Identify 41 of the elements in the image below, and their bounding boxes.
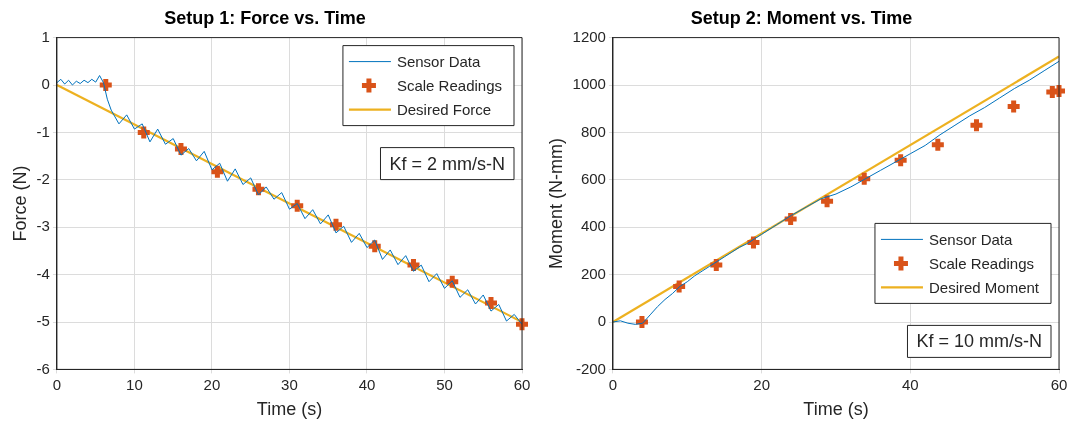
- y-tick-label: 200: [580, 264, 606, 282]
- x-tick-label: 40: [901, 375, 919, 393]
- x-tick-label: 10: [126, 375, 143, 393]
- y-tick-label: -2: [36, 169, 50, 187]
- y-tick-label: 1200: [572, 27, 606, 45]
- y-tick-label: 1: [41, 27, 50, 45]
- x-axis-title: Time (s): [803, 399, 869, 420]
- y-tick-label: -1: [36, 122, 50, 140]
- y-tick-label: 600: [580, 169, 606, 187]
- y-tick-label: 0: [41, 75, 50, 93]
- y-tick-label: -3: [36, 217, 50, 235]
- y-tick-label: -4: [36, 264, 50, 282]
- y-tick-label: 0: [597, 312, 606, 330]
- legend-label: Scale Readings: [396, 76, 503, 94]
- x-tick-label: 0: [608, 375, 618, 393]
- x-tick-label: 0: [52, 375, 62, 393]
- x-tick-label: 30: [281, 375, 298, 393]
- y-axis-title: Force (N): [9, 165, 30, 242]
- chart-title: Setup 2: Moment vs. Time: [690, 7, 913, 28]
- legend-label: Scale Readings: [928, 254, 1035, 272]
- legend-label: Desired Force: [396, 100, 492, 118]
- chart-title: Setup 1: Force vs. Time: [164, 7, 366, 28]
- y-tick-label: -6: [36, 359, 50, 377]
- y-tick-label: -5: [36, 312, 50, 330]
- annotation: Kf = 10 mm/s-N: [916, 331, 1043, 352]
- y-axis-title: Moment (N-mm): [545, 138, 566, 269]
- x-tick-label: 40: [358, 375, 376, 393]
- x-axis-title: Time (s): [256, 399, 323, 420]
- y-tick-label: -200: [575, 359, 606, 377]
- y-tick-label: 400: [580, 217, 606, 235]
- annotation: Kf = 2 mm/s-N: [389, 153, 505, 174]
- legend-label: Desired Moment: [928, 278, 1040, 296]
- legend-label: Sensor Data: [396, 52, 481, 70]
- x-tick-label: 60: [513, 375, 531, 393]
- x-tick-label: 20: [203, 375, 221, 393]
- x-tick-label: 60: [1050, 375, 1068, 393]
- legend-label: Sensor Data: [928, 230, 1013, 248]
- y-tick-label: 1000: [572, 75, 606, 93]
- y-tick-label: 800: [580, 122, 606, 140]
- x-tick-label: 20: [753, 375, 770, 393]
- x-tick-label: 50: [436, 375, 453, 393]
